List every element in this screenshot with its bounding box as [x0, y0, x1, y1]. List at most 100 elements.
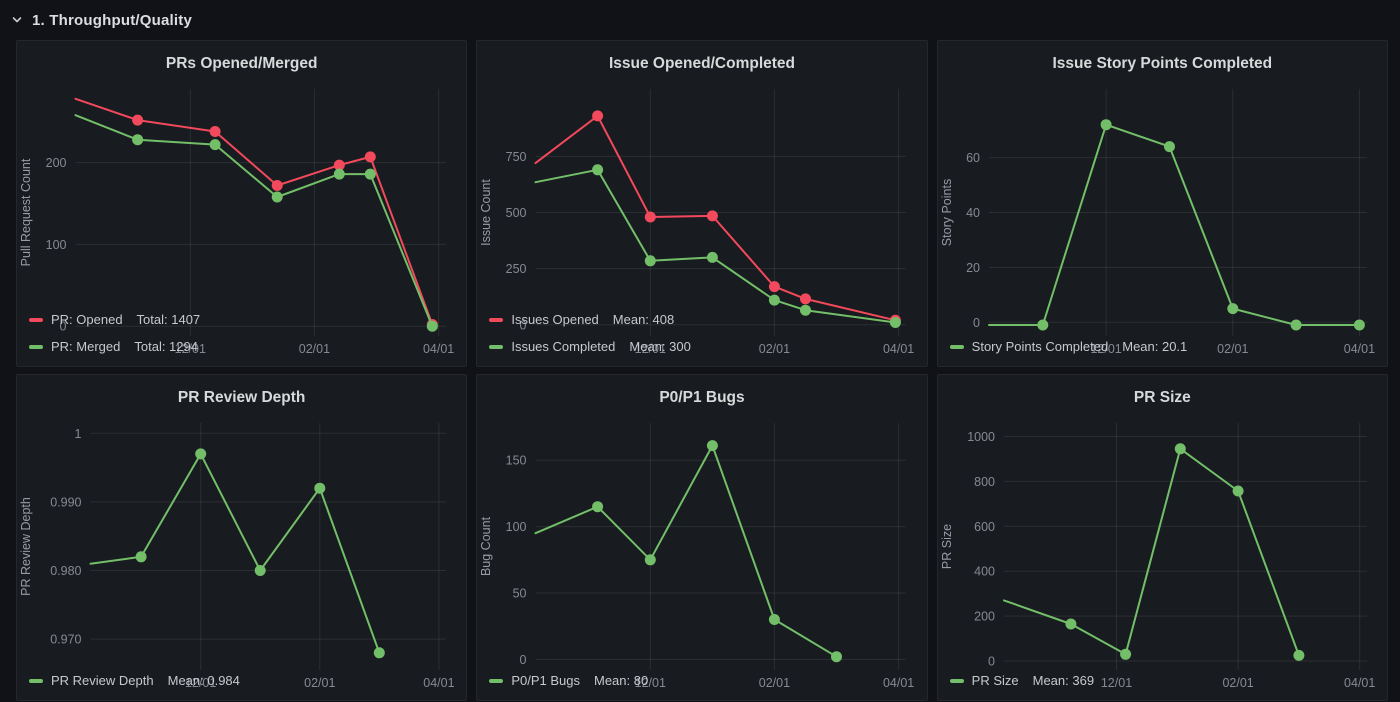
data-point: [645, 554, 657, 566]
legend-item[interactable]: PR Review Depth Mean: 0.984: [29, 667, 458, 694]
data-point: [831, 651, 843, 663]
data-point: [426, 320, 438, 332]
chart-legend: PR Review Depth Mean: 0.984: [17, 667, 466, 700]
chart-svg: 0 20 40 60 12/01 02/01 04/01 Story Points: [940, 89, 1375, 356]
data-point: [271, 180, 283, 191]
series-color-swatch: [949, 678, 964, 683]
series-color-swatch: [489, 344, 504, 349]
x-tick-label: 12/01: [1090, 342, 1121, 356]
chart-legend: PR: Opened Total: 1407 PR: Merged Total: 12…: [17, 306, 466, 366]
y-tick-label: 800: [974, 475, 995, 489]
line-chart[interactable]: 0 250 500 750 12/01 02/01 04/01 Issue Count: [477, 79, 926, 356]
data-point: [769, 281, 781, 293]
panel-header[interactable]: P0/P1 Bugs: [477, 375, 926, 413]
panel-header[interactable]: PR Size: [938, 375, 1387, 413]
x-tick-label: 02/01: [1217, 342, 1248, 356]
x-tick-label: 12/01: [635, 676, 666, 690]
legend-item[interactable]: P0/P1 Bugs Mean: 80: [489, 667, 918, 694]
y-tick-label: 400: [974, 565, 995, 579]
data-point: [1119, 648, 1131, 660]
chart-svg: 0.970 0.980 0.990 1 12/01 02/01 04/01 PR Review…: [19, 423, 455, 690]
line-chart[interactable]: 0 200 400 600 800 1000 12/01 02/01 04/01 PR Size: [938, 413, 1387, 690]
data-point: [271, 191, 283, 203]
y-tick-label: 60: [966, 151, 980, 165]
legend-stat: Total: 1407: [136, 312, 201, 327]
data-point: [373, 647, 385, 659]
x-tick-label: 04/01: [1344, 676, 1375, 690]
panel-grid: PRs Opened/Merged 0 100 200 12/01 02/01 04/01…: [0, 40, 1400, 702]
legend-item[interactable]: Issues Completed Mean: 300: [489, 333, 918, 360]
chart-legend: Issues Opened Mean: 408 Issues Completed Me…: [477, 306, 926, 366]
legend-label: PR Size: [971, 673, 1019, 688]
panel-title: PR Review Depth: [177, 389, 306, 406]
panel-title: PR Size: [1133, 389, 1191, 406]
chevron-down-icon: [10, 13, 24, 27]
line-chart[interactable]: 0 50 100 150 12/01 02/01 04/01 Bug Count: [477, 413, 926, 690]
panel-header[interactable]: PRs Opened/Merged: [17, 41, 466, 79]
y-tick-label: 20: [966, 261, 980, 275]
series-color-swatch: [489, 317, 504, 322]
chart-svg: 0 200 400 600 800 1000 12/01 02/01 04/01 PR Size: [940, 423, 1375, 690]
y-tick-label: 0: [988, 655, 995, 669]
data-point: [314, 482, 326, 494]
panel-header[interactable]: Issue Story Points Completed: [938, 41, 1387, 79]
y-axis-label: PR Size: [940, 524, 954, 569]
panel-header[interactable]: PR Review Depth: [17, 375, 466, 413]
panel-title: Issue Story Points Completed: [1052, 55, 1273, 72]
line-chart[interactable]: 0 100 200 12/01 02/01 04/01 Pull Request Count: [17, 79, 466, 356]
series-line: [89, 452, 381, 654]
series-color-swatch: [29, 678, 43, 683]
panel-issue-opened-completed: Issue Opened/Completed 0 250 500 750 12/01 02…: [476, 40, 928, 367]
line-chart[interactable]: 0.970 0.980 0.990 1 12/01 02/01 04/01 PR Review…: [17, 413, 466, 690]
panel-issue-story-points: Issue Story Points Completed 0 20 40 60 12/0…: [936, 40, 1388, 367]
series-line: [74, 114, 434, 328]
series-line: [1002, 447, 1300, 657]
x-tick-label: 02/01: [759, 676, 790, 690]
data-point: [592, 110, 604, 122]
y-tick-label: 0: [520, 653, 527, 667]
x-tick-label: 12/01: [635, 342, 666, 356]
data-point: [707, 440, 719, 452]
panel-header[interactable]: Issue Opened/Completed: [477, 41, 926, 79]
panel-pr-review-depth: PR Review Depth 0.970 0.980 0.990 1 12/01 02/…: [16, 374, 468, 701]
data-point: [1290, 319, 1302, 331]
data-point: [645, 211, 657, 223]
line-chart[interactable]: 0 20 40 60 12/01 02/01 04/01 Story Points: [938, 79, 1387, 356]
y-tick-label: 0.970: [50, 633, 81, 647]
data-point: [135, 551, 147, 563]
data-point: [707, 251, 719, 263]
data-point: [1174, 443, 1186, 455]
y-tick-label: 50: [513, 587, 527, 601]
data-point: [364, 168, 376, 180]
data-point: [800, 293, 812, 305]
legend-item[interactable]: PR: Opened Total: 1407: [29, 306, 458, 333]
section-title: 1. Throughput/Quality: [32, 11, 193, 29]
x-tick-label: 04/01: [1343, 342, 1374, 356]
legend-stat: Mean: 0.984: [167, 673, 240, 688]
y-tick-label: 100: [46, 238, 67, 252]
legend-item[interactable]: PR: Merged Total: 1294: [29, 333, 458, 360]
data-point: [1232, 485, 1244, 497]
data-point: [209, 126, 221, 137]
panel-title: PRs Opened/Merged: [165, 55, 318, 72]
data-point: [1065, 618, 1077, 630]
data-point: [1293, 649, 1305, 661]
data-point: [333, 159, 345, 171]
data-point: [1226, 303, 1238, 315]
legend-item[interactable]: PR Size Mean: 369: [949, 667, 1379, 694]
legend-label: Issues Completed: [511, 339, 616, 354]
y-tick-label: 600: [974, 520, 995, 534]
legend-label: Story Points Completed: [971, 339, 1109, 354]
legend-item[interactable]: Story Points Completed Mean: 20.1: [949, 333, 1379, 360]
series-color-swatch: [949, 344, 964, 349]
data-point: [1036, 319, 1048, 331]
panel-p0-p1-bugs: P0/P1 Bugs 0 50 100 150 12/01 02/01 04/01 Bug C…: [476, 374, 928, 701]
legend-item[interactable]: Issues Opened Mean: 408: [489, 306, 918, 333]
chart-svg: 0 250 500 750 12/01 02/01 04/01 Issue Count: [479, 89, 915, 356]
data-point: [132, 114, 144, 126]
chart-legend: Story Points Completed Mean: 20.1: [938, 333, 1387, 366]
x-tick-label: 02/01: [299, 342, 330, 356]
section-row-throughput-quality[interactable]: 1. Throughput/Quality: [0, 0, 1400, 40]
y-tick-label: 1000: [967, 430, 995, 444]
y-tick-label: 250: [506, 262, 527, 276]
